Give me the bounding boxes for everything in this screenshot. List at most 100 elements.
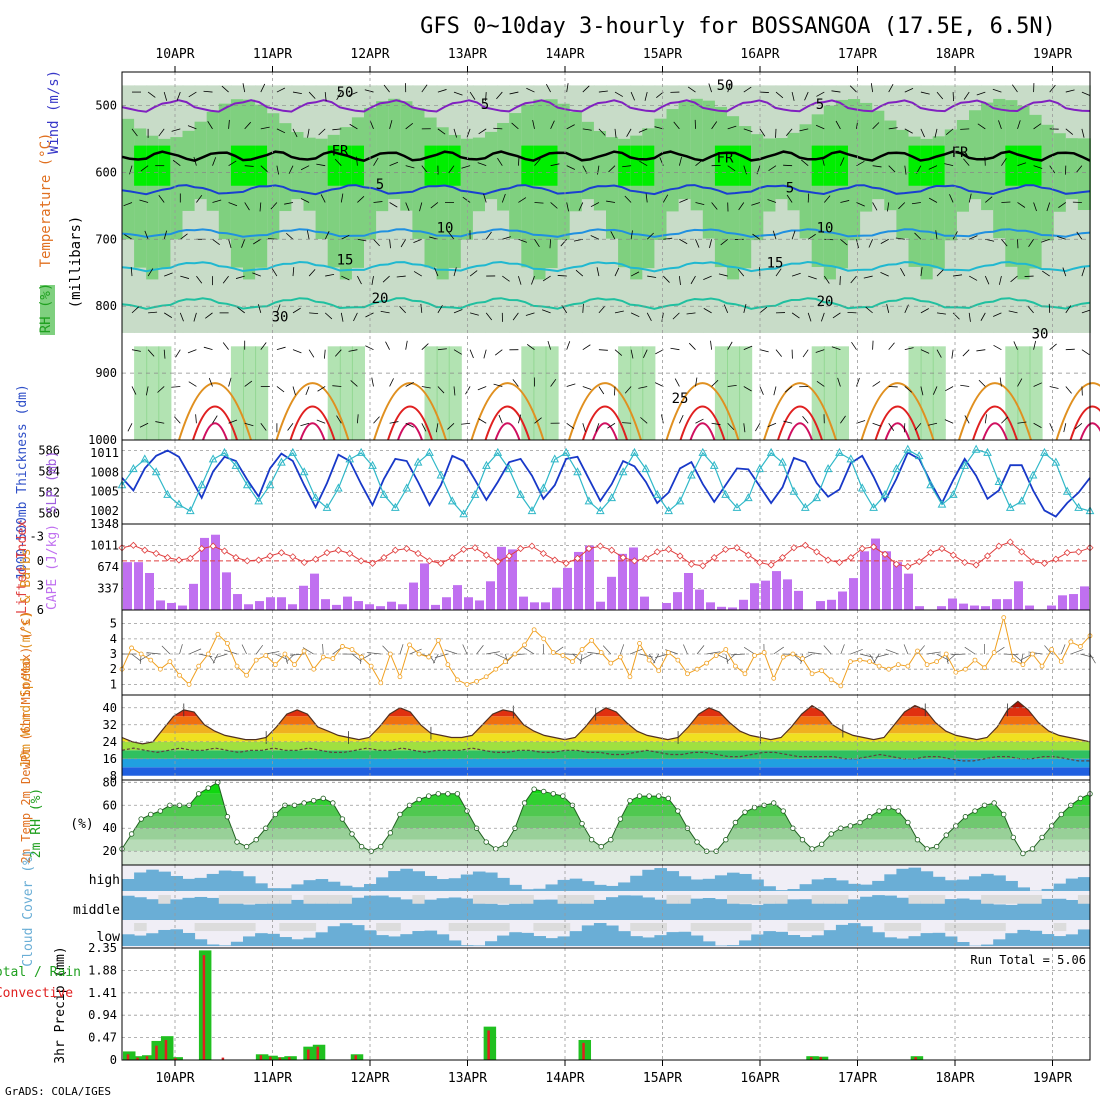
rh2m-point xyxy=(924,846,930,852)
wind10m-barb xyxy=(580,653,583,665)
wind10m-point xyxy=(368,663,374,669)
wind10m-barb xyxy=(807,651,822,655)
cloud-bar xyxy=(291,939,304,946)
cape-bar xyxy=(596,601,605,610)
upper-wind-barb xyxy=(195,414,197,424)
cloud-bar xyxy=(811,879,825,891)
upper-wind-barb xyxy=(888,84,894,93)
cloud-bar xyxy=(860,926,873,946)
upper-wind-barb xyxy=(1042,270,1050,277)
rh2m-point xyxy=(521,800,528,806)
upper-wind-barb xyxy=(1049,343,1057,350)
li-point xyxy=(175,556,183,564)
li-ytick: 3 xyxy=(37,578,44,592)
upper-wind-barb xyxy=(1033,422,1042,428)
li-point xyxy=(448,554,456,562)
upper-wind-barb xyxy=(630,349,634,359)
rh-shade-low xyxy=(714,346,728,440)
cloud-bar xyxy=(727,945,740,946)
top-date-label: 16APR xyxy=(740,47,779,62)
upper-wind-barb xyxy=(396,275,406,278)
wind10m-barb xyxy=(1003,653,1018,656)
upper-wind-barb xyxy=(578,202,584,211)
upper-wind-barb xyxy=(963,158,970,166)
upper-wind-barb xyxy=(1075,165,1083,173)
upper-wind-barb xyxy=(624,386,632,394)
upper-wind-barb xyxy=(222,342,229,350)
upper-wind-barb xyxy=(348,349,358,352)
li-point xyxy=(163,554,172,562)
rh2m-point xyxy=(933,843,940,850)
li-point xyxy=(915,558,923,566)
rh-shade-bright xyxy=(739,145,753,186)
wind10m-barb xyxy=(725,653,729,664)
wind10m-point xyxy=(129,645,134,651)
upper-wind-barb xyxy=(260,342,267,350)
upper-wind-barb xyxy=(292,349,302,354)
wind10m-barb xyxy=(951,653,966,656)
precip-ylabels: 3hr Precip (mm) Total / Rain Convective … xyxy=(0,946,1086,1063)
upper-wind-barb xyxy=(389,239,391,249)
li-point xyxy=(232,554,240,562)
upper-wind-barb xyxy=(437,89,447,93)
wind10m-barb xyxy=(409,648,422,655)
contour-25 xyxy=(373,382,447,441)
upper-wind-barb xyxy=(413,271,423,277)
wind10m-point xyxy=(1020,662,1026,668)
wind10m-barb xyxy=(523,647,535,655)
li-point xyxy=(414,549,422,558)
upper-wind-barb xyxy=(228,419,238,424)
cloud-bar xyxy=(908,900,922,920)
slp-point xyxy=(334,483,343,492)
cloud-gap xyxy=(932,895,946,904)
wind10m-barb xyxy=(903,644,909,655)
slp-line xyxy=(121,448,1091,516)
wind10m-point xyxy=(1049,647,1055,652)
upper-wind-barb xyxy=(969,235,978,240)
rh-shade-bright xyxy=(327,145,341,186)
contour-25 xyxy=(1055,382,1100,441)
cloud-bar xyxy=(388,871,401,891)
upper-wind-barb xyxy=(373,238,380,247)
li-point xyxy=(722,545,730,553)
upper-wind-barb xyxy=(710,340,712,350)
rh2m-point xyxy=(1039,834,1045,841)
cape-bar xyxy=(1025,605,1034,610)
cloud-bar xyxy=(1017,929,1030,946)
wind10m-point xyxy=(522,642,527,648)
slp-point xyxy=(971,444,981,453)
cape-bar xyxy=(277,597,286,610)
cloud-gap xyxy=(739,923,752,932)
rh-shade-mid xyxy=(969,110,983,200)
upper-wind-barb xyxy=(453,91,463,96)
upper-wind-barb xyxy=(840,157,845,166)
li-point xyxy=(619,554,627,562)
upper-wind-barb xyxy=(590,235,600,240)
upper-wind-barb xyxy=(453,128,458,138)
upper-wind-barb xyxy=(300,422,310,427)
slp-point xyxy=(151,467,161,476)
upper-wind-barb xyxy=(235,275,245,279)
contour-15 xyxy=(121,260,1091,273)
wind10m-point xyxy=(474,678,480,684)
upper-wind-barb xyxy=(614,128,617,138)
cloud-gap xyxy=(291,923,304,932)
upper-wind-barb xyxy=(187,349,197,354)
rh-shade-mid xyxy=(557,103,571,240)
upper-ytick: 1000 xyxy=(88,433,117,447)
upper-wind-barb xyxy=(139,422,149,428)
cloud-bar xyxy=(932,876,946,891)
upper-wind-barb xyxy=(180,275,190,279)
cloud-bar xyxy=(545,884,559,891)
cloud-gap xyxy=(485,923,498,932)
upper-wind-barb xyxy=(887,202,890,212)
rh-shade-mid xyxy=(678,101,692,200)
precip-conv-bar xyxy=(278,1057,282,1060)
upper-wind-barb xyxy=(1013,341,1018,350)
upper-wind-barb xyxy=(350,380,358,387)
cloud-gap xyxy=(194,923,208,932)
contour-35 xyxy=(592,422,618,441)
upper-ytick: 800 xyxy=(95,299,117,313)
upper-wind-barb xyxy=(546,83,551,93)
contour-label: 5 xyxy=(376,177,384,193)
